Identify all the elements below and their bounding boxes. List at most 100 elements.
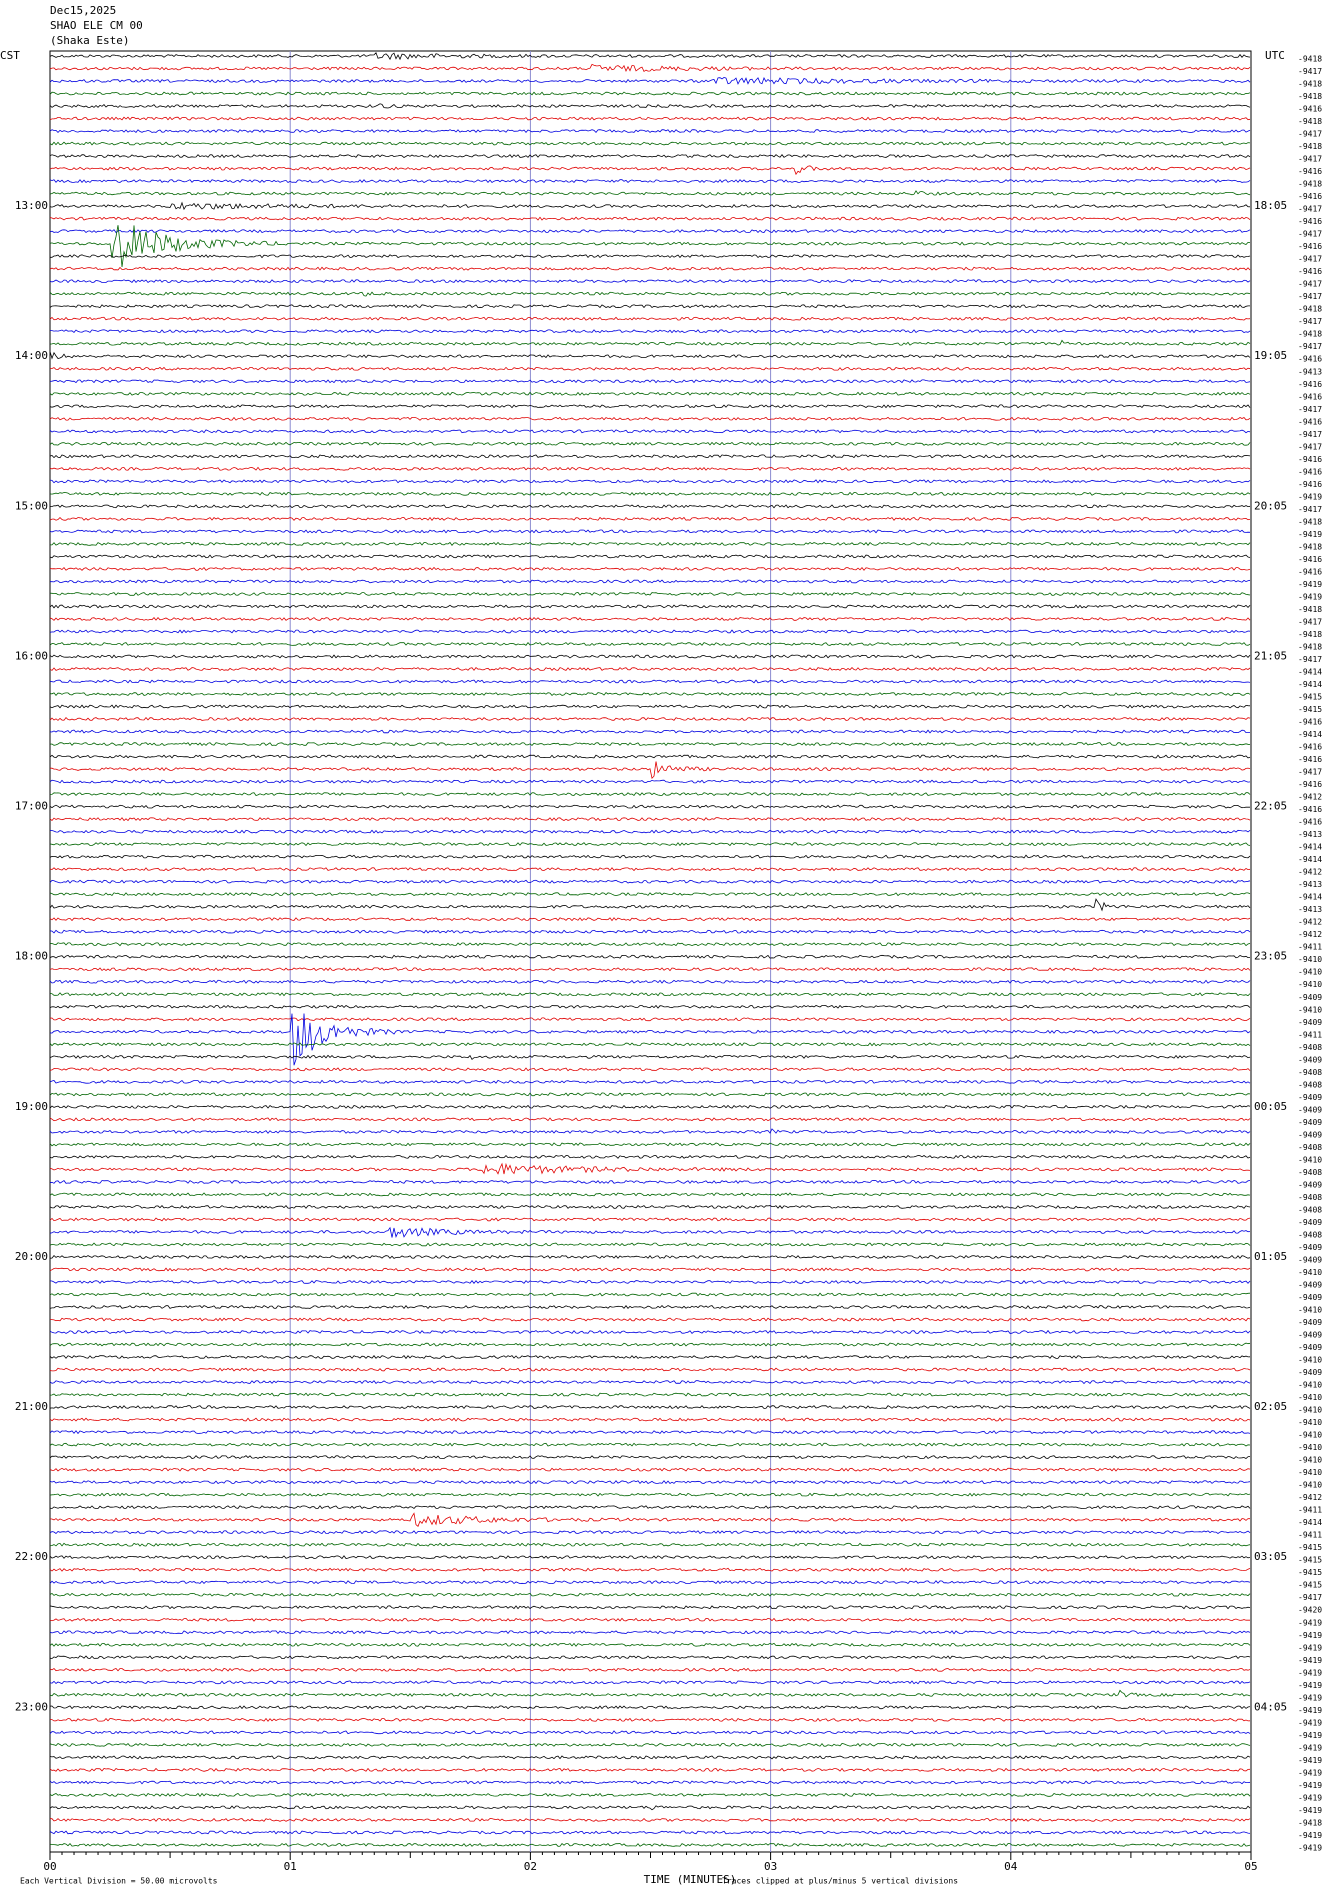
- seismic-trace: [49, 979, 1251, 984]
- trace-value: -9416: [1298, 355, 1322, 364]
- seismic-trace: [49, 429, 1251, 434]
- seismic-trace: [49, 1592, 1251, 1597]
- seismic-trace: [49, 1505, 1251, 1510]
- trace-value: -9419: [1298, 530, 1322, 539]
- utc-label: 00:05: [1254, 1100, 1287, 1113]
- seismic-trace: [49, 404, 1251, 409]
- location: (Shaka Este): [50, 34, 129, 47]
- seismic-trace: [49, 1104, 1251, 1109]
- utc-label: 22:05: [1254, 800, 1287, 813]
- trace-value: -9419: [1298, 492, 1322, 501]
- seismic-trace: [49, 351, 1251, 360]
- seismic-trace: [49, 1830, 1251, 1835]
- seismic-trace: [49, 616, 1251, 621]
- trace-value: -9410: [1298, 1005, 1322, 1014]
- seismic-trace: [49, 190, 1251, 196]
- seismic-trace: [49, 1255, 1251, 1259]
- trace-value: -9419: [1298, 1743, 1322, 1752]
- trace-value: -9415: [1298, 1556, 1322, 1565]
- trace-value: -9417: [1298, 442, 1322, 451]
- trace-value: -9414: [1298, 730, 1322, 739]
- cst-label: 18:00: [15, 950, 48, 963]
- trace-value: -9416: [1298, 455, 1322, 464]
- trace-value: -9417: [1298, 255, 1322, 264]
- seismic-trace: [49, 1417, 1251, 1422]
- trace-value: -9409: [1298, 1093, 1322, 1102]
- trace-value: -9409: [1298, 1368, 1322, 1377]
- seismic-trace: [49, 1217, 1251, 1222]
- trace-value: -9415: [1298, 693, 1322, 702]
- trace-value: -9419: [1298, 1706, 1322, 1715]
- trace-value: -9415: [1298, 1581, 1322, 1590]
- trace-value: -9418: [1298, 80, 1322, 89]
- trace-value: -9417: [1298, 155, 1322, 164]
- seismic-trace: [49, 1680, 1251, 1685]
- seismic-trace: [49, 1142, 1251, 1147]
- trace-value: -9416: [1298, 105, 1322, 114]
- x-axis-title: TIME (MINUTES): [644, 1873, 737, 1886]
- seismic-trace: [49, 854, 1251, 859]
- trace-value: -9414: [1298, 855, 1322, 864]
- utc-label: 01:05: [1254, 1250, 1287, 1263]
- trace-value: -9416: [1298, 805, 1322, 814]
- seismic-trace: [49, 76, 1251, 85]
- trace-value: -9408: [1298, 1043, 1322, 1052]
- seismic-trace: [49, 1630, 1251, 1635]
- trace-value: -9417: [1298, 655, 1322, 664]
- trace-value: -9419: [1298, 1681, 1322, 1690]
- trace-value: -9416: [1298, 192, 1322, 201]
- trace-value: -9408: [1298, 1230, 1322, 1239]
- cst-label: 19:00: [15, 1100, 48, 1113]
- seismic-trace: [49, 892, 1251, 897]
- seismic-trace: [49, 917, 1251, 922]
- seismic-trace: [49, 1555, 1251, 1560]
- seismic-trace: [49, 1162, 1251, 1175]
- trace-value: -9409: [1298, 1130, 1322, 1139]
- seismic-trace: [49, 1542, 1251, 1547]
- cst-label: 20:00: [15, 1250, 48, 1263]
- trace-value: -9412: [1298, 918, 1322, 927]
- seismic-trace: [49, 1292, 1251, 1297]
- seismic-trace: [49, 1512, 1251, 1527]
- seismic-trace: [49, 792, 1251, 797]
- seismic-trace: [49, 52, 1251, 61]
- x-tick-label: 04: [1004, 1860, 1018, 1873]
- clip-note: Traces clipped at plus/minus 5 vertical …: [722, 1877, 958, 1886]
- utc-label: 19:05: [1254, 349, 1287, 362]
- seismic-trace: [49, 604, 1251, 609]
- seismic-trace: [49, 279, 1251, 284]
- trace-value: -9410: [1298, 1306, 1322, 1315]
- seismic-trace: [49, 742, 1251, 747]
- cst-label: 16:00: [15, 649, 48, 662]
- seismic-trace: [49, 1192, 1251, 1197]
- trace-value: -9415: [1298, 1568, 1322, 1577]
- trace-value: -9418: [1298, 180, 1322, 189]
- trace-value: -9416: [1298, 380, 1322, 389]
- trace-value: -9419: [1298, 1806, 1322, 1815]
- seismic-trace: [49, 491, 1251, 496]
- trace-value: -9414: [1298, 843, 1322, 852]
- cst-label: 17:00: [15, 800, 48, 813]
- x-tick-label: 01: [284, 1860, 297, 1873]
- trace-value: -9419: [1298, 1756, 1322, 1765]
- trace-value: -9417: [1298, 292, 1322, 301]
- seismic-trace: [49, 391, 1251, 396]
- trace-value: -9416: [1298, 467, 1322, 476]
- trace-value: -9418: [1298, 92, 1322, 101]
- trace-value: -9418: [1298, 605, 1322, 614]
- seismic-trace: [49, 479, 1251, 484]
- trace-value: -9410: [1298, 1356, 1322, 1365]
- trace-value: -9410: [1298, 1456, 1322, 1465]
- cst-label: 15:00: [15, 499, 48, 512]
- trace-value: -9419: [1298, 592, 1322, 601]
- seismic-trace: [49, 63, 1251, 73]
- trace-value: -9408: [1298, 1168, 1322, 1177]
- trace-value: -9413: [1298, 367, 1322, 376]
- seismic-trace: [49, 817, 1251, 822]
- seismic-trace: [49, 1655, 1251, 1660]
- seismic-trace: [49, 591, 1251, 596]
- trace-value: -9418: [1298, 305, 1322, 314]
- cst-label: 23:00: [15, 1700, 48, 1713]
